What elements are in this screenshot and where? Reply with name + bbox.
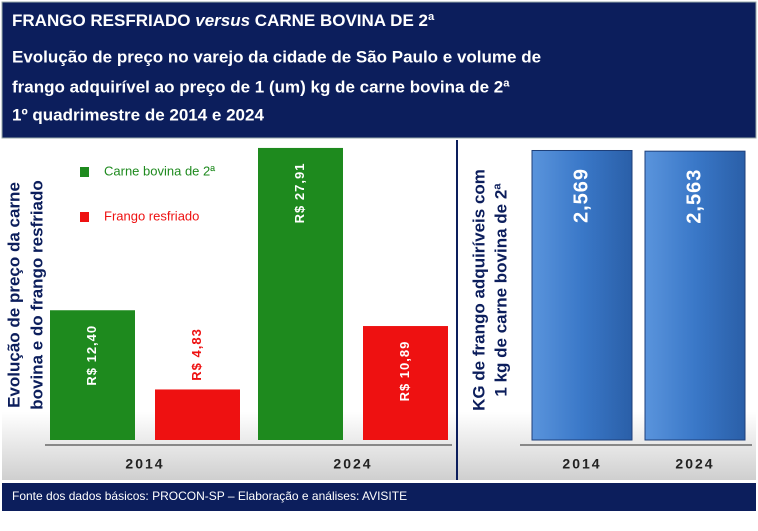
legend-swatch [80, 167, 89, 177]
subtitle: frango adquirível ao preço de 1 (um) kg … [12, 77, 510, 96]
bar [531, 149, 633, 441]
legend-swatch [80, 212, 89, 222]
y-axis-label: Evolução de preço da carne [4, 182, 23, 408]
y-axis-label: bovina e do frango resfriado [27, 180, 46, 410]
x-tick-label: 2024 [675, 456, 714, 472]
x-tick-label: 2024 [333, 456, 372, 472]
legend-label: Frango resfriado [104, 208, 199, 223]
value-label: R$ 27,91 [292, 163, 307, 224]
subtitle: Evolução de preço no varejo da cidade de… [12, 47, 541, 66]
x-tick-label: 2014 [125, 456, 164, 472]
value-label: R$ 10,89 [397, 341, 412, 402]
y-axis-label: KG de frango adquiríveis com [469, 169, 488, 411]
subtitle: 1º quadrimestre de 2014 e 2024 [12, 105, 264, 124]
bar [363, 326, 448, 440]
value-label: R$ 4,83 [189, 328, 204, 381]
y-axis-label: 1 kg de carne bovina de 2ª [491, 183, 510, 397]
bar [155, 389, 240, 440]
header [1, 1, 757, 139]
x-tick-label: 2014 [562, 456, 601, 472]
title: FRANGO RESFRIADO versus CARNE BOVINA DE … [12, 11, 435, 30]
bar [644, 150, 746, 441]
bar [258, 147, 343, 441]
legend-label: Carne bovina de 2ª [104, 163, 215, 178]
bar [50, 310, 135, 440]
footer [2, 483, 756, 511]
source: Fonte dos dados básicos: PROCON-SP – Ela… [12, 489, 407, 503]
value-label: R$ 12,40 [84, 325, 99, 386]
value-label: 2,569 [570, 168, 592, 223]
value-label: 2,563 [683, 169, 705, 224]
